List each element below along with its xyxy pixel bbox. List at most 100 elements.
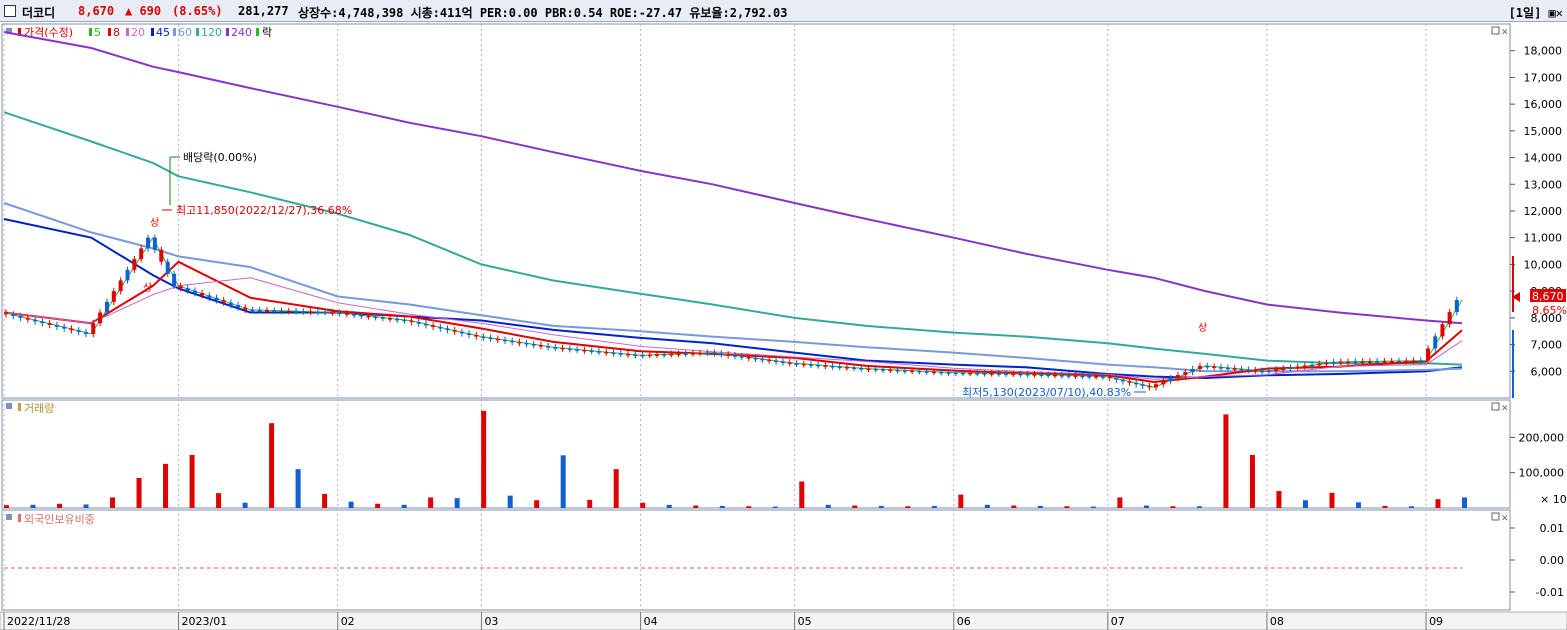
- close-icon[interactable]: ✕: [1501, 28, 1509, 38]
- candle-body: [165, 261, 170, 274]
- candle-body: [1114, 378, 1119, 380]
- volume-bar: [216, 493, 222, 508]
- maximize-icon[interactable]: [1491, 512, 1500, 521]
- candle-body: [488, 337, 493, 340]
- candle-body: [888, 369, 893, 372]
- volume-bars: [4, 410, 1467, 508]
- volume-bar: [163, 463, 169, 508]
- foreign-panel[interactable]: [1, 509, 1511, 611]
- volume-bar: [1249, 455, 1255, 508]
- panel-controls[interactable]: ✕ ✕ ✕: [1491, 26, 1509, 524]
- volume-bar: [1117, 497, 1123, 508]
- stock-chart[interactable]: 가격(수정) 5 8 20 45 60 120 240 락 거래량 외국인보유비…: [0, 22, 1567, 630]
- last-pct-label: 8.65%: [1532, 304, 1567, 317]
- candle-body: [690, 353, 695, 355]
- foreign-tick-label: 0.00: [1540, 554, 1565, 567]
- candle-body: [452, 330, 457, 332]
- candle-body: [503, 339, 508, 342]
- x-tick-label: 2023/01: [182, 615, 228, 628]
- volume-bar: [905, 506, 911, 508]
- candle-body: [1100, 376, 1105, 378]
- candle-body: [301, 311, 306, 313]
- candle-body: [1266, 370, 1271, 372]
- volume-bar: [269, 423, 275, 508]
- candle-body: [604, 351, 609, 354]
- volume-bar: [375, 503, 381, 508]
- candle-body: [1140, 384, 1145, 386]
- maximize-icon[interactable]: [1491, 402, 1500, 411]
- volume-unit: × 10: [1540, 493, 1567, 506]
- legend-ma45: 45: [156, 26, 170, 39]
- volume-bar: [1302, 500, 1308, 508]
- y-tick-label: 14,000: [1524, 152, 1563, 165]
- close-icon[interactable]: ✕: [1501, 514, 1509, 524]
- candle-body: [62, 326, 67, 329]
- volume-bar: [560, 455, 566, 508]
- legend-ma120-icon: [196, 28, 199, 36]
- candle-body: [132, 259, 137, 270]
- close-icon[interactable]: ✕: [1501, 404, 1509, 414]
- candle-body: [640, 354, 645, 357]
- period-label[interactable]: [1일]: [1508, 6, 1542, 20]
- candle-body: [931, 371, 936, 374]
- volume-bar: [1170, 506, 1176, 508]
- stock-stats: 상장수:4,748,398 시총:411억 PER:0.00 PBR:0.54 …: [298, 6, 788, 20]
- x-axis-labels: 2022/11/28 2023/01 02 03 04 05 06 07 08 09: [3, 612, 1443, 630]
- window-restore-icon[interactable]: ▣: [1548, 6, 1556, 20]
- candle-body: [589, 350, 594, 353]
- volume-y-axis: 200,000 100,000: [1510, 431, 1564, 480]
- legend-foreign: 외국인보유비중: [24, 513, 95, 526]
- candle-body: [125, 269, 130, 281]
- legend-ex: 락: [262, 26, 272, 39]
- candle-body: [1066, 375, 1071, 377]
- maximize-icon[interactable]: [1491, 26, 1500, 35]
- y-tick-label: 10,000: [1524, 258, 1563, 271]
- panel-icon[interactable]: [6, 514, 12, 520]
- price-panel[interactable]: [1, 23, 1511, 399]
- candle-body: [1212, 366, 1217, 369]
- legend-volume: 거래량: [24, 402, 54, 415]
- candle-body: [611, 352, 616, 355]
- candle-body: [1302, 365, 1307, 368]
- candle-body: [1087, 375, 1092, 378]
- panel-icon[interactable]: [6, 28, 12, 34]
- close-icon[interactable]: ✕: [1555, 6, 1563, 20]
- volume-bar: [984, 504, 990, 508]
- candle-body: [47, 323, 52, 325]
- stock-name[interactable]: 더코디: [22, 6, 56, 20]
- candle-body: [844, 367, 849, 369]
- panel-icon[interactable]: [6, 403, 12, 409]
- candle-body: [1433, 336, 1438, 349]
- candle-body: [25, 317, 30, 320]
- candle-body: [924, 371, 929, 373]
- candle-body: [575, 349, 580, 351]
- candle-body: [1232, 368, 1237, 370]
- candle-body: [1175, 375, 1180, 379]
- candle-body: [152, 237, 157, 250]
- candle-body: [1094, 376, 1099, 378]
- candle-body: [146, 237, 151, 249]
- candle-body: [560, 347, 565, 350]
- volume-bar: [719, 505, 725, 508]
- period-selector[interactable]: [1일] ▣✕: [1509, 4, 1563, 21]
- candle-body: [286, 310, 291, 313]
- candle-body: [626, 353, 631, 356]
- select-checkbox[interactable]: [4, 5, 16, 17]
- price-y-axis: 18,000 17,000 16,000 15,000 14,000 13,000 12,0…: [1510, 45, 1563, 378]
- candle-body: [402, 319, 407, 322]
- candle-body: [323, 312, 328, 314]
- volume-bar: [878, 505, 884, 508]
- volume-bar: [1408, 506, 1414, 508]
- candle-body: [11, 314, 16, 317]
- candle-body: [337, 312, 342, 315]
- candle-body: [104, 301, 109, 313]
- candle-body: [178, 285, 183, 289]
- volume-panel[interactable]: [1, 399, 1511, 509]
- candle-body: [1039, 374, 1044, 376]
- candle-body: [118, 280, 123, 292]
- candle-body: [1219, 367, 1223, 369]
- volume-bar: [534, 500, 540, 508]
- candle-body: [1134, 382, 1139, 385]
- candle-body: [1310, 364, 1315, 367]
- volume-bar: [1037, 505, 1043, 508]
